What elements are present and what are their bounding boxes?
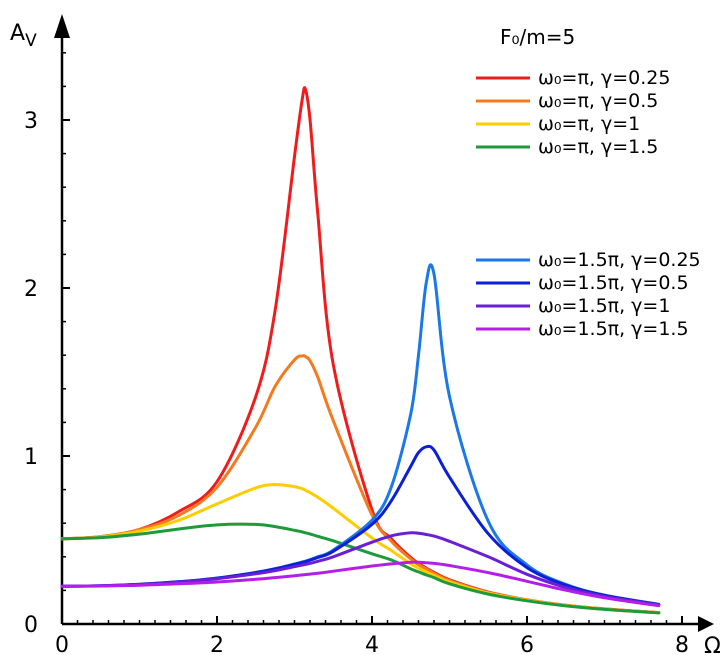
- x-tick-label: 4: [365, 633, 379, 655]
- x-tick-label: 6: [520, 633, 534, 655]
- x-tick-label: 2: [210, 633, 224, 655]
- legend-label: ω₀=1.5π, γ=1: [538, 295, 670, 317]
- legend-label: ω₀=π, γ=1: [538, 113, 640, 135]
- ticks: 0 2 4 6 8 0 1 2 3: [24, 52, 689, 655]
- y-tick-label: 0: [24, 613, 38, 638]
- legend-label: ω₀=1.5π, γ=1.5: [538, 318, 689, 340]
- y-axis-label-subscript: V: [25, 31, 37, 51]
- series-line-1: [60, 354, 661, 615]
- x-axis-label: Ω: [704, 634, 721, 655]
- axes: [54, 14, 714, 632]
- y-axis-label: AV: [10, 21, 37, 51]
- x-tick-label: 8: [675, 633, 689, 655]
- series-line-3: [60, 522, 661, 615]
- y-tick-label: 2: [24, 277, 38, 302]
- legend-label: ω₀=1.5π, γ=0.25: [538, 249, 701, 271]
- y-tick-label: 3: [24, 109, 38, 134]
- x-tick-label: 0: [55, 633, 69, 655]
- x-axis-arrow: [698, 616, 714, 632]
- legend-label: ω₀=1.5π, γ=0.5: [538, 272, 689, 294]
- legend-label: ω₀=π, γ=0.5: [538, 90, 658, 112]
- y-axis-arrow: [54, 14, 70, 38]
- curves: [60, 86, 661, 615]
- series-line-6: [60, 531, 661, 607]
- series-line-7: [60, 560, 661, 608]
- annotation-text: F₀/m=5: [500, 25, 575, 49]
- legend-label: ω₀=π, γ=1.5: [538, 136, 658, 158]
- y-tick-label: 1: [24, 445, 38, 470]
- legend-label: ω₀=π, γ=0.25: [538, 67, 670, 89]
